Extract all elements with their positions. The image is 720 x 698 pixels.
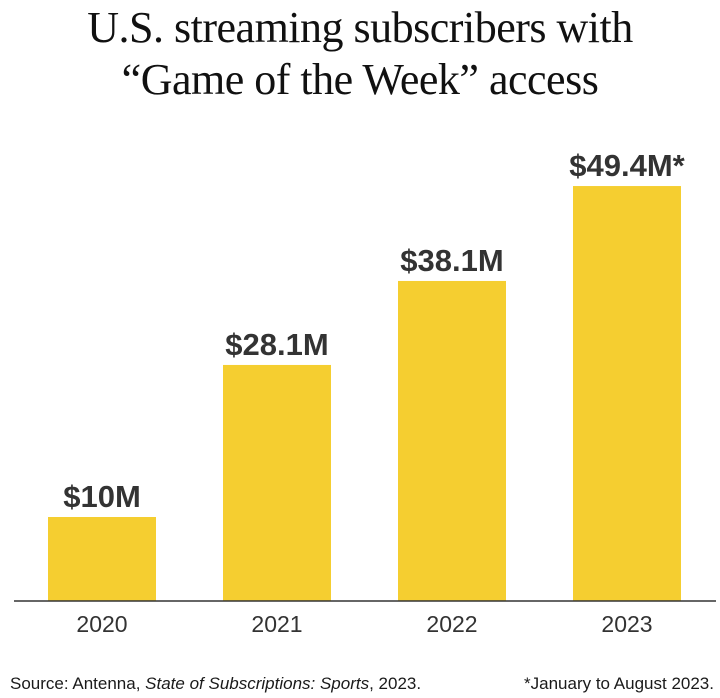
source-note: Source: Antenna, State of Subscriptions:… xyxy=(10,674,421,694)
bar-2020 xyxy=(48,517,156,601)
bar-chart: $10M 2020 $28.1M 2021 $38.1M 2022 $49.4M* 2023 xyxy=(14,148,716,637)
x-tick-label-2023: 2023 xyxy=(601,611,652,637)
chart-title: U.S. streaming subscribers with “Game of… xyxy=(0,2,720,106)
bar-2022 xyxy=(398,280,506,601)
data-label-2020: $10M xyxy=(63,479,141,514)
data-label-2022: $38.1M xyxy=(400,243,503,278)
data-label-2023: $49.4M* xyxy=(569,148,685,183)
x-tick-label-2022: 2022 xyxy=(426,611,477,637)
footnote: *January to August 2023. xyxy=(524,674,714,693)
x-tick-label-2021: 2021 xyxy=(251,611,302,637)
bar-2023 xyxy=(573,186,681,602)
x-tick-label-2020: 2020 xyxy=(76,611,127,637)
source-suffix: , 2023. xyxy=(369,674,422,693)
source-title: State of Subscriptions: Sports xyxy=(145,674,370,693)
chart-title-line-2: “Game of the Week” access xyxy=(121,55,599,104)
bar-2021 xyxy=(223,364,331,601)
source-prefix: Source: Antenna, xyxy=(10,674,146,693)
data-label-2021: $28.1M xyxy=(225,327,328,362)
chart-title-line-1: U.S. streaming subscribers with xyxy=(87,3,633,52)
